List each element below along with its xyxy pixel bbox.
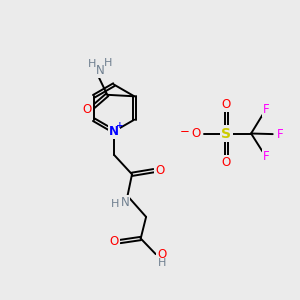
Text: F: F	[263, 103, 269, 116]
Text: O: O	[82, 103, 92, 116]
Text: +: +	[116, 121, 124, 130]
Text: N: N	[109, 125, 119, 138]
Text: O: O	[222, 156, 231, 170]
Text: O: O	[155, 164, 164, 177]
Text: S: S	[221, 127, 232, 140]
Text: F: F	[263, 150, 269, 163]
Text: O: O	[191, 127, 200, 140]
Text: O: O	[110, 235, 119, 248]
Text: −: −	[180, 125, 190, 139]
Text: H: H	[104, 58, 113, 68]
Text: H: H	[111, 199, 119, 209]
Text: H: H	[88, 58, 97, 69]
Text: O: O	[222, 98, 231, 111]
Text: F: F	[277, 128, 284, 141]
Text: O: O	[157, 248, 166, 261]
Text: N: N	[96, 64, 105, 77]
Text: N: N	[121, 196, 130, 209]
Text: H: H	[158, 258, 166, 268]
